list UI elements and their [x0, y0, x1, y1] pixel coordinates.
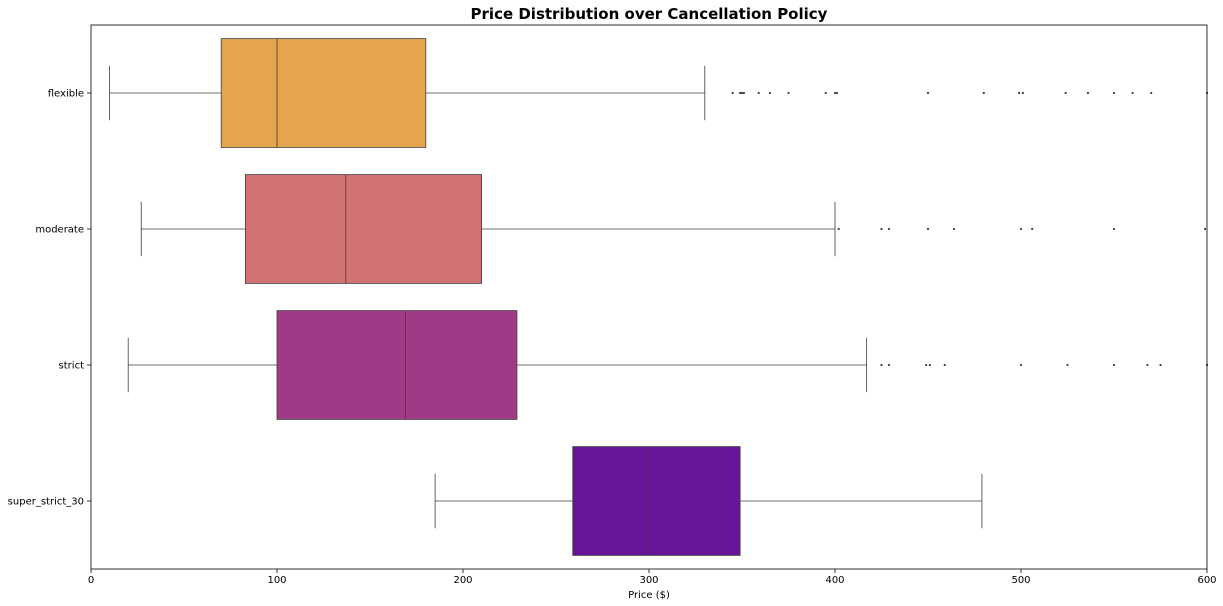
outlier-point: [926, 227, 930, 231]
outlier-point: [787, 91, 790, 95]
outlier-point: [926, 91, 930, 95]
outlier-point: [1086, 91, 1090, 95]
outlier-point: [1204, 227, 1207, 231]
outlier-point: [1131, 91, 1134, 95]
outlier-point: [1021, 91, 1024, 95]
x-axis-label: Price ($): [628, 590, 670, 601]
outlier-point: [925, 363, 928, 367]
box-iqr: [220, 38, 427, 148]
y-tick-label: super_strict_30: [8, 497, 84, 508]
outlier-point: [880, 227, 883, 231]
x-tick-label: 400: [825, 575, 844, 586]
outlier-point: [1066, 363, 1069, 367]
x-tick-label: 500: [1011, 575, 1030, 586]
outlier-point: [928, 363, 931, 367]
box-group-flexible: [109, 38, 1209, 148]
outlier-point: [1018, 91, 1021, 95]
outlier-point: [887, 363, 891, 367]
box-group-moderate: [140, 174, 1207, 284]
plot-frame: [90, 24, 1208, 570]
outlier-point: [824, 91, 827, 95]
outlier-point: [982, 91, 985, 95]
outlier-point: [1150, 91, 1153, 95]
y-tick-label: moderate: [35, 225, 84, 236]
x-tick-label: 600: [1197, 575, 1216, 586]
box-group-super-strict-30: [434, 446, 983, 556]
outlier-point: [880, 363, 883, 367]
outlier-point: [742, 91, 745, 95]
outlier-point: [1019, 227, 1023, 231]
outlier-point: [1019, 363, 1023, 367]
outlier-point: [1112, 227, 1116, 231]
x-tick-label: 0: [88, 575, 94, 586]
outlier-point: [731, 91, 734, 95]
x-axis: 0 100 200 300 400 500 600: [88, 569, 1217, 586]
x-tick-label: 100: [267, 575, 286, 586]
box-group-strict: [127, 310, 1209, 420]
outlier-point: [768, 91, 772, 95]
outlier-point: [1112, 363, 1116, 367]
outlier-point: [952, 227, 956, 231]
x-tick-label: 300: [639, 575, 658, 586]
plot-area: [109, 38, 1209, 556]
chart-title: Price Distribution over Cancellation Pol…: [471, 5, 828, 23]
outlier-point: [943, 363, 946, 367]
outlier-point: [1064, 91, 1067, 95]
outlier-point: [837, 227, 840, 231]
outlier-point: [833, 91, 837, 95]
box-iqr: [572, 446, 741, 556]
outlier-point: [739, 91, 742, 95]
box-iqr: [244, 174, 483, 284]
x-tick-label: 200: [453, 575, 472, 586]
box-iqr: [276, 310, 518, 420]
outlier-point: [1112, 91, 1116, 95]
outlier-point: [1031, 227, 1034, 231]
y-tick-label: flexible: [48, 89, 84, 100]
outlier-point: [740, 91, 744, 95]
y-tick-label: strict: [59, 361, 85, 372]
outlier-point: [1146, 363, 1149, 367]
y-axis: flexible moderate strict super_strict_30: [8, 89, 91, 508]
outlier-point: [887, 227, 891, 231]
outlier-point: [835, 91, 838, 95]
outlier-point: [757, 91, 760, 95]
outlier-point: [1159, 363, 1162, 367]
